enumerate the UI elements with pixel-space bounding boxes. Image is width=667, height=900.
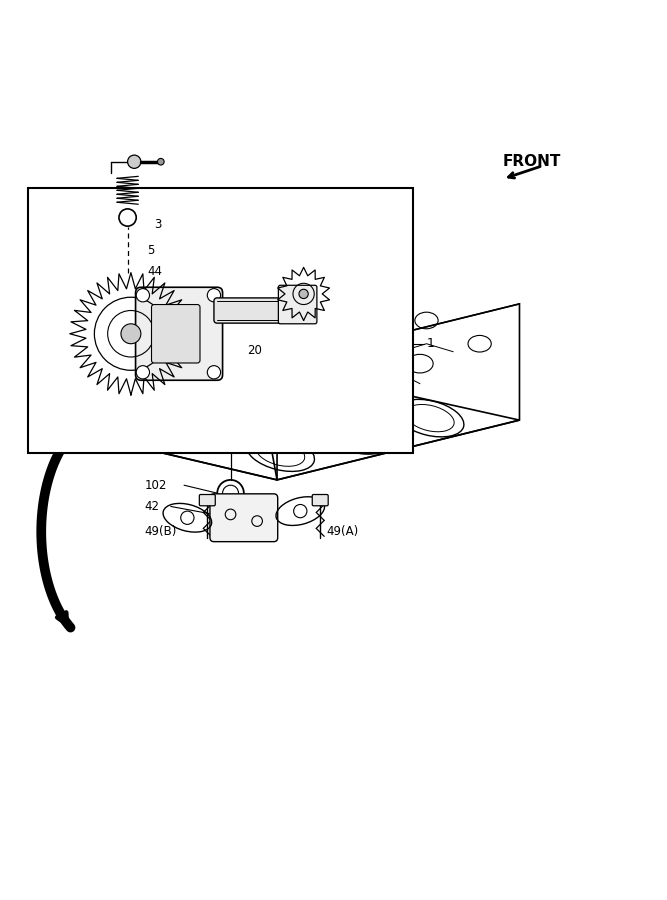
FancyBboxPatch shape <box>93 393 103 403</box>
Text: 20: 20 <box>247 344 262 357</box>
FancyBboxPatch shape <box>312 494 328 506</box>
Text: 1: 1 <box>426 338 434 350</box>
FancyBboxPatch shape <box>199 494 215 506</box>
FancyBboxPatch shape <box>210 494 277 542</box>
Circle shape <box>299 289 308 299</box>
Bar <box>28 187 414 454</box>
Text: 49(B): 49(B) <box>144 525 177 537</box>
Text: 44: 44 <box>147 266 163 278</box>
Text: FRONT: FRONT <box>503 154 561 168</box>
Text: 102: 102 <box>144 479 167 491</box>
Circle shape <box>136 365 149 379</box>
FancyBboxPatch shape <box>278 285 317 324</box>
Circle shape <box>121 324 141 344</box>
Text: 42: 42 <box>144 500 159 513</box>
Text: 29(A): 29(A) <box>33 378 65 392</box>
Circle shape <box>127 155 141 168</box>
Text: 1: 1 <box>164 365 172 378</box>
Text: 49(A): 49(A) <box>327 525 359 537</box>
FancyBboxPatch shape <box>151 304 200 363</box>
FancyBboxPatch shape <box>214 298 283 323</box>
Bar <box>28 187 414 454</box>
FancyBboxPatch shape <box>93 406 103 417</box>
Circle shape <box>207 365 221 379</box>
FancyBboxPatch shape <box>116 380 159 414</box>
Text: 29(B): 29(B) <box>33 393 65 407</box>
Circle shape <box>207 289 221 302</box>
FancyBboxPatch shape <box>135 287 223 381</box>
Text: NSS: NSS <box>177 325 201 338</box>
Text: 5: 5 <box>147 244 155 257</box>
Circle shape <box>136 289 149 302</box>
Circle shape <box>157 158 164 165</box>
Text: 3: 3 <box>154 218 161 230</box>
